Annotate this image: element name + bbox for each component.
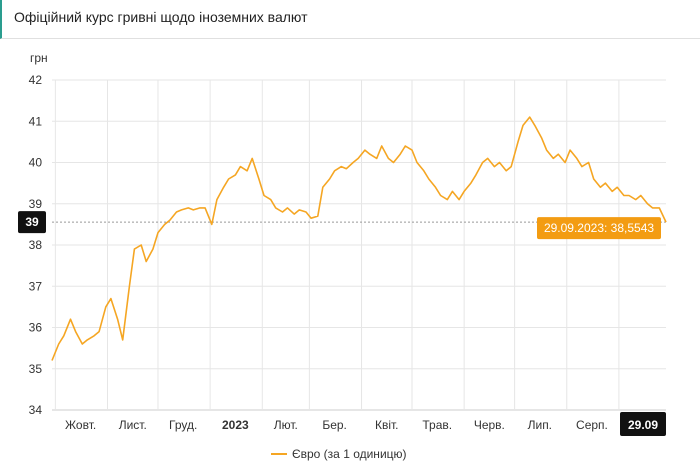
legend-label: Євро (за 1 одиницю) <box>292 447 407 461</box>
y-crosshair-badge: 39 <box>18 211 46 234</box>
x-tick-label: Лют. <box>274 418 298 432</box>
y-axis-ticks: 34 35 36 37 38 39 40 41 42 <box>29 73 43 417</box>
exchange-rate-chart[interactable]: грн 34 35 36 37 38 39 40 41 42 Жовт. Лист. Груд. 20… <box>0 40 700 462</box>
x-axis-ticks: Жовт. Лист. Груд. 2023 Лют. Бер. Квіт. Трав. Чер… <box>65 418 608 432</box>
x-tick-label: Лист. <box>119 418 147 432</box>
legend[interactable]: Євро (за 1 одиницю) <box>271 447 407 461</box>
y-tick-label: 41 <box>29 114 43 128</box>
series-line-euro <box>51 116 667 361</box>
y-tick-label: 34 <box>29 403 43 417</box>
y-axis-unit: грн <box>30 51 48 65</box>
y-tick-label: 37 <box>29 279 43 293</box>
y-tick-label: 40 <box>29 156 43 170</box>
x-tick-label: Лип. <box>528 418 552 432</box>
x-tick-label: Черв. <box>474 418 505 432</box>
page-title: Офіційний курс гривні щодо іноземних вал… <box>14 9 308 25</box>
tooltip: 29.09.2023: 38,5543 <box>537 217 661 240</box>
y-tick-label: 35 <box>29 362 43 376</box>
x-tick-label: Серп. <box>576 418 608 432</box>
y-tick-label: 36 <box>29 321 43 335</box>
y-tick-label: 39 <box>29 197 43 211</box>
x-crosshair-badge: 29.09 <box>620 412 666 436</box>
x-tick-label: Квіт. <box>375 418 399 432</box>
x-tick-label: Бер. <box>322 418 347 432</box>
chart-header: Офіційний курс гривні щодо іноземних вал… <box>0 0 700 39</box>
x-tick-label: Трав. <box>422 418 452 432</box>
y-crosshair-label: 39 <box>25 215 39 229</box>
y-tick-label: 38 <box>29 238 43 252</box>
x-tick-label: Груд. <box>169 418 197 432</box>
grid <box>52 79 666 411</box>
tooltip-text: 29.09.2023: 38,5543 <box>544 221 654 235</box>
x-tick-label: Жовт. <box>65 418 96 432</box>
x-crosshair-label: 29.09 <box>628 418 658 432</box>
x-tick-label: 2023 <box>222 418 249 432</box>
y-tick-label: 42 <box>29 73 43 87</box>
